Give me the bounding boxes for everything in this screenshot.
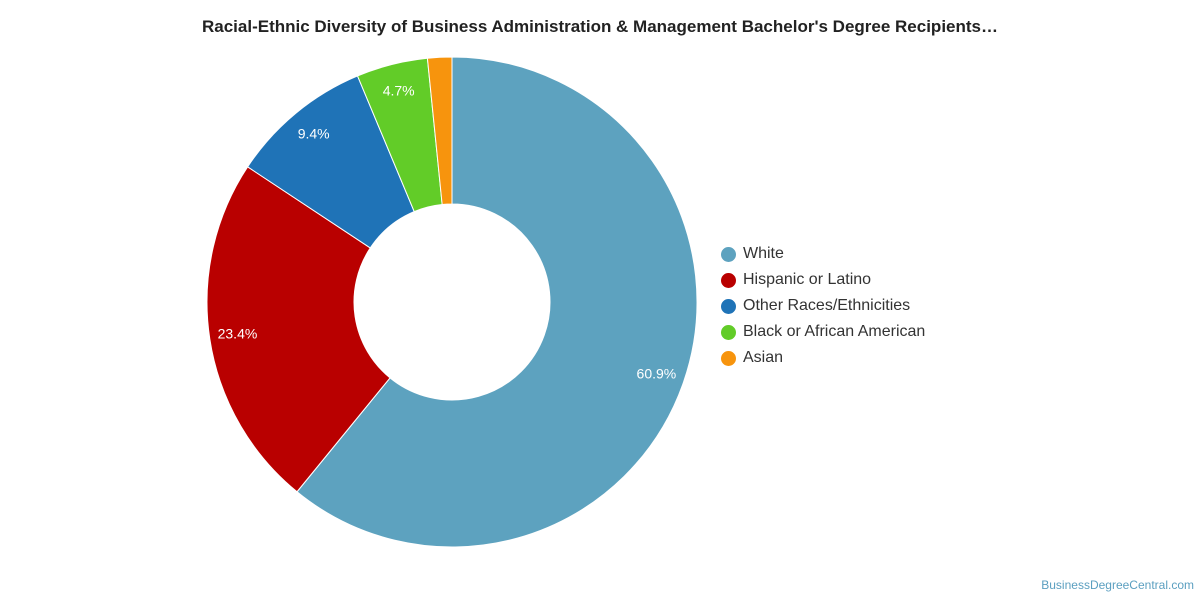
slice-label-black-or-african-american: 4.7% — [383, 82, 415, 98]
legend-swatch — [721, 350, 736, 366]
legend-item-other-races-ethnicities[interactable]: Other Races/Ethnicities — [721, 293, 925, 319]
chart-title: Racial-Ethnic Diversity of Business Admi… — [201, 17, 998, 36]
legend-swatch — [721, 272, 736, 288]
legend-item-black-or-african-american[interactable]: Black or African American — [721, 319, 925, 345]
legend-label: Asian — [743, 349, 784, 366]
legend-swatch — [721, 298, 736, 314]
legend-label: Black or African American — [743, 323, 926, 340]
slice-label-hispanic-or-latino: 23.4% — [218, 325, 258, 341]
chart-legend: White Hispanic or Latino Other Races/Ethni… — [721, 241, 925, 371]
legend-label: White — [743, 245, 784, 262]
legend-label: Other Races/Ethnicities — [743, 297, 911, 314]
source-credit[interactable]: BusinessDegreeCentral.com — [1041, 578, 1194, 592]
legend-swatch — [721, 246, 736, 262]
legend-item-white[interactable]: White — [721, 241, 925, 267]
legend-item-hispanic-or-latino[interactable]: Hispanic or Latino — [721, 267, 925, 293]
slice-white[interactable] — [296, 56, 698, 548]
slice-label-other-races-ethnicities: 9.4% — [298, 126, 330, 142]
slice-asian[interactable] — [426, 56, 453, 206]
legend-item-asian[interactable]: Asian — [721, 345, 925, 371]
slice-label-white: 60.9% — [637, 366, 677, 382]
legend-swatch — [721, 324, 736, 340]
slice-hispanic-or-latino[interactable] — [206, 166, 391, 493]
legend-label: Hispanic or Latino — [743, 271, 872, 288]
